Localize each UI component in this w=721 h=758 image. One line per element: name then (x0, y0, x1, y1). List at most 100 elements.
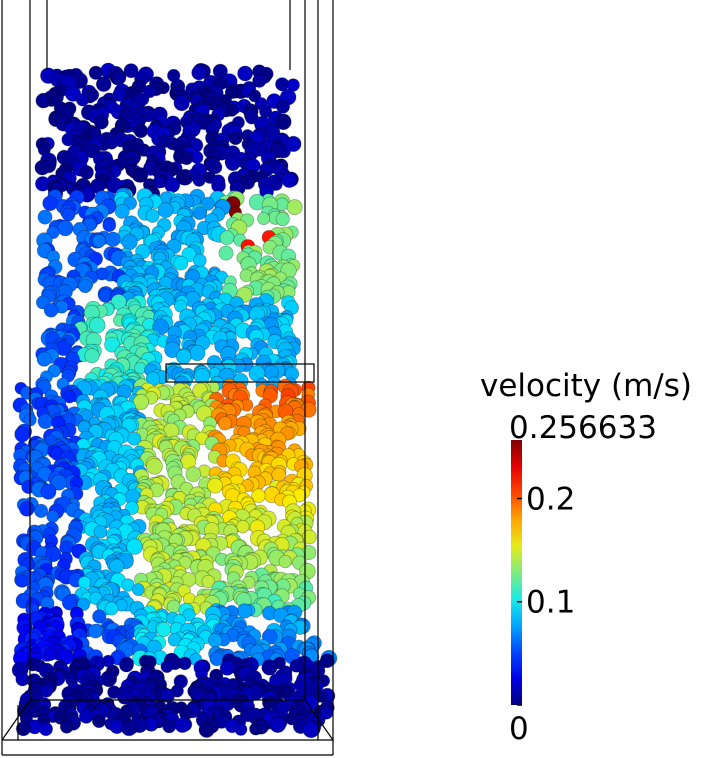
particle (38, 721, 54, 737)
particle (45, 546, 62, 563)
particle (33, 503, 49, 518)
particle (175, 169, 192, 186)
particle (146, 457, 163, 475)
particle (274, 113, 292, 131)
particle (198, 721, 215, 738)
particle (132, 393, 149, 411)
particle (160, 660, 174, 673)
particle (92, 609, 107, 624)
particle (167, 632, 182, 647)
particle (236, 603, 253, 619)
particle (302, 721, 320, 739)
particle (61, 207, 76, 222)
colorbar-max-label: 0.256633 (509, 410, 657, 446)
particle (119, 657, 134, 673)
particle (162, 719, 177, 734)
particle (207, 477, 223, 494)
particle (114, 203, 130, 219)
particle (59, 719, 74, 734)
particle (211, 178, 226, 194)
particle (126, 538, 143, 555)
particle (269, 716, 287, 733)
particle (14, 426, 31, 443)
particle (104, 601, 119, 616)
particle (234, 722, 248, 736)
particle (236, 519, 250, 534)
particle (251, 488, 266, 504)
particle (102, 218, 117, 233)
particle (62, 390, 77, 404)
particle (208, 160, 223, 175)
particle (101, 671, 116, 686)
particle (124, 500, 139, 515)
particle (104, 336, 121, 353)
particle (185, 466, 202, 483)
particle (219, 230, 235, 246)
particle (275, 99, 290, 114)
particle (46, 509, 60, 523)
particle (120, 719, 138, 737)
particle (88, 65, 103, 80)
particle (42, 195, 58, 212)
particle (75, 93, 90, 107)
particle (225, 156, 241, 172)
particle (164, 176, 181, 193)
particle (57, 219, 74, 237)
particle (285, 135, 302, 152)
particle (175, 348, 192, 365)
particle (35, 94, 49, 108)
particle (37, 413, 54, 430)
particle (173, 255, 189, 271)
particle (121, 233, 138, 251)
particle (93, 525, 108, 539)
colorbar-gradient (511, 440, 522, 705)
particle (78, 709, 94, 724)
particle (88, 623, 103, 639)
particle (61, 595, 78, 611)
particle (84, 348, 100, 364)
particle (93, 114, 109, 130)
particle (179, 151, 194, 166)
particle (131, 168, 146, 183)
particle (43, 302, 59, 318)
particle (43, 647, 58, 661)
particle (76, 597, 91, 612)
particle (121, 578, 135, 592)
particle (36, 351, 52, 367)
particle (37, 209, 53, 225)
particle (275, 145, 289, 159)
particle (15, 574, 29, 588)
colorbar-tick-label: 0 (509, 711, 529, 747)
particle (281, 172, 298, 189)
particle (112, 70, 126, 85)
particle (225, 103, 239, 117)
particle (193, 206, 207, 220)
particle (249, 722, 263, 736)
particle (131, 583, 145, 596)
particle (92, 714, 107, 729)
particle (228, 130, 243, 146)
particles (11, 62, 338, 739)
particle (182, 608, 196, 622)
particle (109, 558, 125, 574)
particle (173, 94, 190, 112)
particle (77, 278, 93, 294)
particle (95, 76, 112, 92)
colorbar-title: velocity (m/s) (480, 368, 692, 404)
particle (123, 63, 139, 79)
particle (105, 231, 121, 248)
colorbar-tick-label: 0.1 (526, 585, 575, 621)
particle (201, 574, 216, 589)
particle (40, 483, 57, 500)
particle (271, 467, 286, 483)
particle (275, 212, 290, 227)
particle (192, 173, 206, 187)
particle (133, 123, 149, 139)
particle (252, 73, 267, 88)
particle (257, 212, 271, 226)
particle (218, 245, 234, 261)
colorbar: velocity (m/s) 0.256633 0 0.1 0.2 (480, 368, 692, 747)
particle (156, 621, 172, 638)
particle (19, 501, 35, 517)
